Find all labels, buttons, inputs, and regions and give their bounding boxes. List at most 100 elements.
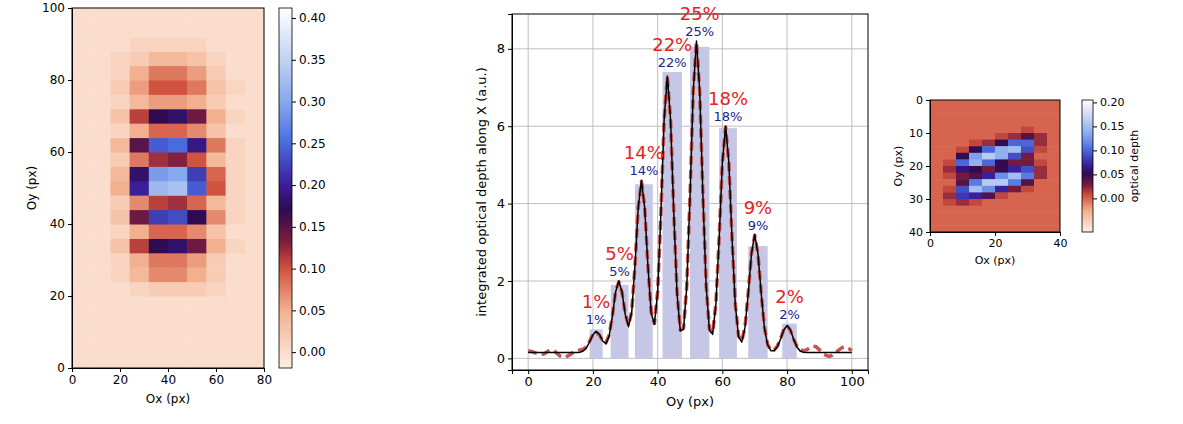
cell — [72, 310, 92, 325]
cell — [226, 138, 246, 153]
cell — [149, 66, 169, 81]
cell — [956, 186, 970, 193]
cell — [149, 310, 169, 325]
tick-mark — [926, 100, 930, 101]
cell — [110, 51, 130, 66]
cell — [1047, 113, 1060, 120]
cell — [91, 282, 111, 297]
cell — [982, 133, 996, 140]
cell — [969, 100, 983, 107]
tick-mark — [68, 152, 72, 153]
cell — [226, 310, 246, 325]
cell — [982, 113, 996, 120]
cell — [1034, 219, 1048, 226]
cell — [72, 325, 92, 340]
colorbar-axis: 0.000.050.100.150.20 — [1093, 96, 1125, 232]
cell — [91, 181, 111, 196]
tick: 8 — [497, 41, 512, 56]
annotation: 14% — [624, 142, 664, 163]
cell — [943, 153, 957, 160]
cell — [130, 296, 150, 311]
cell — [149, 123, 169, 138]
cell — [206, 80, 226, 95]
cell — [130, 94, 150, 109]
axis-line — [508, 15, 513, 371]
cell — [956, 153, 970, 160]
cell — [149, 51, 169, 66]
cell — [995, 219, 1009, 226]
cell — [226, 210, 246, 225]
cell — [206, 181, 226, 196]
cell — [1008, 126, 1022, 133]
cell — [72, 37, 92, 52]
tick-mark — [508, 126, 512, 127]
cell — [943, 133, 957, 140]
cell — [982, 179, 996, 186]
tick-mark — [995, 232, 996, 236]
cell — [1008, 113, 1022, 120]
cell — [1021, 225, 1035, 232]
cell — [130, 37, 150, 52]
tick: 60 — [715, 370, 732, 389]
cell — [995, 100, 1009, 107]
tick-label: 20 — [585, 374, 602, 389]
tick-label: 0.05 — [299, 304, 326, 318]
cell — [995, 206, 1009, 213]
cell — [187, 339, 207, 354]
cell — [943, 166, 957, 173]
cell — [130, 195, 150, 210]
cell — [149, 267, 169, 282]
axis-line — [293, 9, 297, 369]
cell — [149, 8, 169, 23]
tick-mark — [216, 368, 217, 372]
cell — [110, 166, 130, 181]
cell — [206, 296, 226, 311]
tick-mark — [508, 204, 512, 205]
tick: 30 — [909, 193, 930, 206]
tick-label: 0.00 — [299, 345, 326, 359]
cell — [969, 199, 983, 206]
cell — [110, 282, 130, 297]
cell — [168, 66, 188, 81]
cell — [995, 140, 1009, 147]
cell — [969, 206, 983, 213]
tick-mark — [292, 102, 296, 103]
tick-label: 0 — [525, 374, 533, 389]
tick-mark — [292, 18, 296, 19]
cell — [245, 310, 264, 325]
tick-label: 100 — [840, 374, 865, 389]
cell — [930, 179, 944, 186]
cell — [1034, 140, 1048, 147]
tick: 100 — [42, 1, 72, 15]
tick-mark — [1093, 150, 1097, 151]
cell — [995, 107, 1009, 114]
cell — [930, 199, 944, 206]
cell — [969, 179, 983, 186]
tick-mark — [1093, 198, 1097, 199]
cell — [956, 212, 970, 219]
cell — [226, 195, 246, 210]
annotation: 5% — [609, 264, 630, 279]
cell — [995, 146, 1009, 153]
axis-title: Oy (px) — [666, 394, 714, 409]
cell — [168, 253, 188, 268]
cell — [1008, 225, 1022, 232]
annotation: 5% — [605, 243, 634, 264]
tick-label: 0 — [497, 351, 505, 366]
cell — [72, 22, 92, 37]
cell — [930, 192, 944, 199]
cell — [130, 181, 150, 196]
annotation: 22% — [658, 55, 687, 70]
cell — [149, 238, 169, 253]
cell — [245, 138, 264, 153]
tick-label: 0.40 — [299, 11, 326, 25]
cell — [1021, 133, 1035, 140]
cell — [149, 282, 169, 297]
cell — [1008, 212, 1022, 219]
cell — [982, 120, 996, 127]
cell — [206, 210, 226, 225]
cell — [72, 51, 92, 66]
cell — [187, 66, 207, 81]
cell — [110, 339, 130, 354]
cell — [149, 296, 169, 311]
